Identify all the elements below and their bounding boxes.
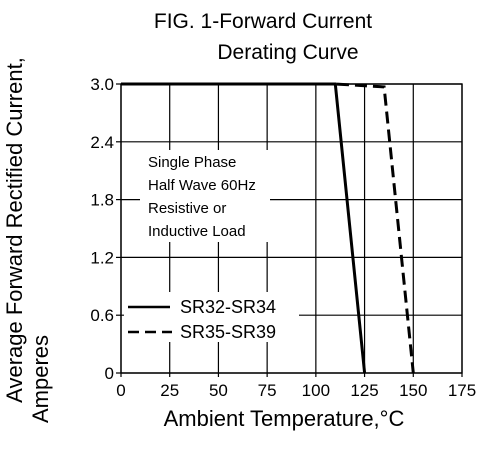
y-axis-label-line-2: Amperes [28, 335, 53, 423]
y-axis-label-line-1: Average Forward Rectified Current, [2, 57, 27, 403]
series-line-sr32-sr34 [121, 82, 367, 374]
annotation-background [140, 150, 270, 242]
chart-title-line-1: FIG. 1-Forward Current [154, 10, 372, 33]
condition-annotation: Single Phase Half Wave 60Hz Resistive or… [140, 150, 270, 242]
y-tick-label-2: 1.2 [90, 248, 114, 267]
chart-title-line-2: Derating Curve [217, 41, 358, 64]
x-tick-label-3: 75 [258, 381, 277, 400]
annotation-line-4: Inductive Load [148, 223, 246, 240]
legend: SR32-SR34 SR35-SR39 [124, 292, 299, 342]
x-tick-label-6: 150 [399, 381, 427, 400]
y-tick-label-3: 1.8 [90, 191, 114, 210]
annotation-line-3: Resistive or [148, 200, 226, 217]
y-tick-label-4: 2.4 [90, 133, 114, 152]
x-tick-label-1: 25 [160, 381, 179, 400]
y-tick-label-0: 0 [105, 364, 114, 383]
annotation-line-2: Half Wave 60Hz [148, 177, 256, 194]
y-tick-label-5: 3.0 [90, 75, 114, 94]
chart-title: FIG. 1-Forward Current Derating Curve [154, 10, 372, 64]
x-tick-label-7: 175 [448, 381, 476, 400]
y-tick-label-1: 0.6 [90, 306, 114, 325]
legend-label-sr35-sr39: SR35-SR39 [180, 322, 276, 342]
series-line-sr35-sr39 [121, 82, 415, 374]
legend-background [124, 292, 299, 342]
x-tick-label-2: 50 [209, 381, 228, 400]
legend-label-sr32-sr34: SR32-SR34 [180, 297, 276, 317]
annotation-line-1: Single Phase [148, 154, 236, 171]
x-axis-label: Ambient Temperature,°C [164, 406, 405, 431]
x-tick-label-4: 100 [302, 381, 330, 400]
x-tick-label-0: 0 [116, 381, 125, 400]
x-tick-label-5: 125 [350, 381, 378, 400]
y-axis-label: Average Forward Rectified Current, Amper… [2, 57, 53, 423]
